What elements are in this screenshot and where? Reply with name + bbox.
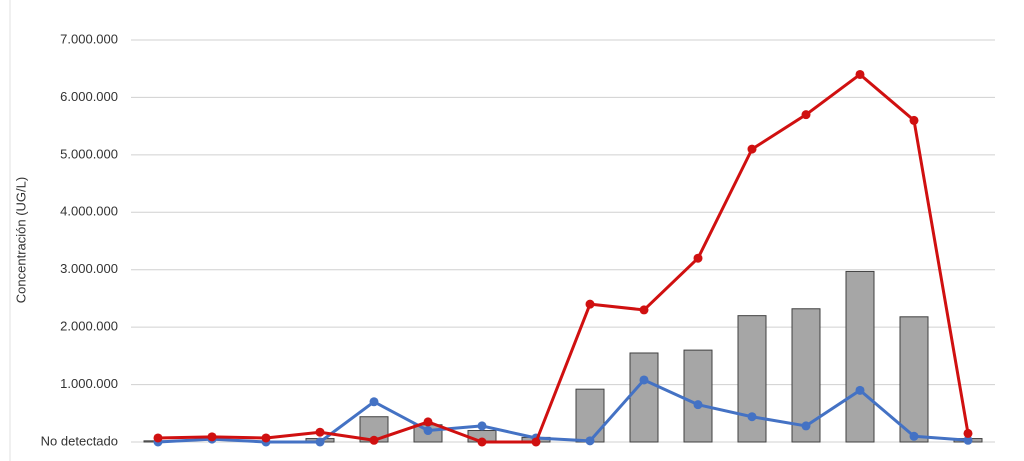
point	[261, 433, 271, 443]
point	[855, 69, 865, 79]
point	[423, 426, 433, 436]
y-tick-label: 5.000.000	[60, 146, 118, 161]
bar	[737, 315, 767, 443]
point	[855, 385, 865, 395]
point	[747, 412, 757, 422]
bar	[683, 349, 713, 443]
point	[477, 421, 487, 431]
line	[157, 378, 969, 444]
point	[423, 417, 433, 427]
point	[369, 435, 379, 445]
line	[157, 72, 970, 444]
point	[639, 305, 649, 315]
point	[693, 400, 703, 410]
point	[207, 432, 217, 442]
point	[369, 397, 379, 407]
y-tick-label: 2.000.000	[60, 319, 118, 334]
y-tick-label: 6.000.000	[60, 89, 118, 104]
point	[585, 436, 595, 446]
y-tick-label: No detectado	[41, 433, 118, 448]
y-axis-label: Concentración (UG/L)	[13, 177, 28, 303]
bar	[899, 316, 929, 443]
bar	[575, 388, 605, 443]
point	[639, 375, 649, 385]
y-tick-label: 1.000.000	[60, 376, 118, 391]
point	[909, 431, 919, 441]
point	[801, 421, 811, 431]
point	[585, 299, 595, 309]
point	[531, 437, 541, 447]
y-tick-label: 3.000.000	[60, 261, 118, 276]
bar	[845, 270, 875, 443]
point	[801, 110, 811, 120]
point	[909, 115, 919, 125]
point	[477, 437, 487, 447]
point	[315, 437, 325, 447]
bar	[629, 352, 659, 443]
y-tick-label: 4.000.000	[60, 204, 118, 219]
point	[153, 433, 163, 443]
point	[315, 427, 325, 437]
point	[963, 435, 973, 445]
point	[693, 253, 703, 263]
y-tick-label: 7.000.000	[60, 31, 118, 46]
point	[747, 144, 757, 154]
point	[963, 428, 973, 438]
bar	[791, 308, 821, 443]
